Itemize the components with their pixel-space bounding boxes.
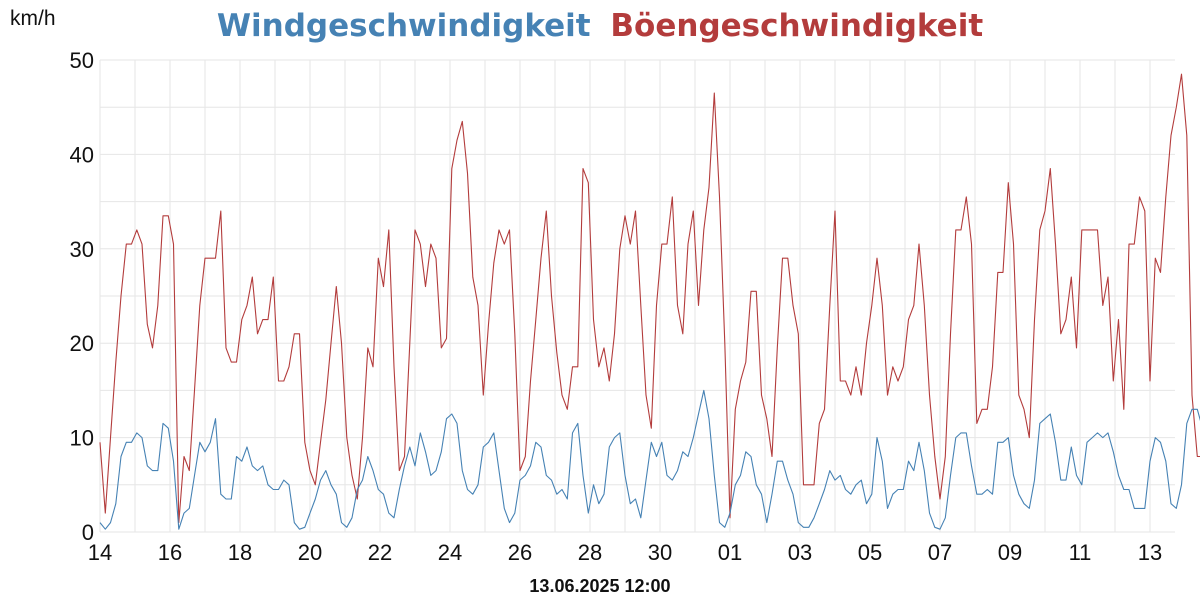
wind-speed-line <box>99 389 1200 530</box>
series-lines <box>99 73 1200 530</box>
title-wind-speed: Windgeschwindigkeit <box>217 8 591 44</box>
x-tick-label: 07 <box>928 540 952 565</box>
x-tick-label: 09 <box>998 540 1022 565</box>
y-tick-label: 0 <box>82 520 94 545</box>
x-tick-label: 14 <box>88 540 112 565</box>
title-gust-speed: Böengeschwindigkeit <box>610 8 983 44</box>
y-tick-label: 10 <box>70 426 94 451</box>
x-tick-label: 26 <box>508 540 532 565</box>
y-axis-ticks: 0 10 20 30 40 50 <box>70 48 94 545</box>
x-tick-label: 11 <box>1069 540 1092 565</box>
x-tick-label: 16 <box>158 540 182 565</box>
x-tick-label: 30 <box>648 540 672 565</box>
y-tick-label: 30 <box>70 237 94 262</box>
y-tick-label: 50 <box>70 48 94 73</box>
chart-title: Windgeschwindigkeit Böengeschwindigkeit <box>217 8 984 44</box>
x-tick-label: 01 <box>718 540 742 565</box>
x-tick-label: 05 <box>858 540 882 565</box>
x-tick-label: 22 <box>368 540 392 565</box>
x-tick-label: 03 <box>788 540 812 565</box>
x-tick-label: 24 <box>438 540 462 565</box>
x-tick-label: 13 <box>1138 540 1162 565</box>
x-tick-label: 18 <box>228 540 252 565</box>
y-tick-label: 40 <box>70 142 94 167</box>
y-tick-label: 20 <box>70 331 94 356</box>
grid <box>99 59 1175 533</box>
x-axis-ticks: 14 16 18 20 22 24 26 28 30 01 03 05 07 09 11 13 <box>88 540 1162 565</box>
y-axis-unit-label: km/h <box>10 7 56 30</box>
x-tick-label: 28 <box>578 540 602 565</box>
gust-speed-line <box>99 73 1200 524</box>
timestamp-label: 13.06.2025 12:00 <box>529 576 670 596</box>
x-tick-label: 20 <box>298 540 322 565</box>
